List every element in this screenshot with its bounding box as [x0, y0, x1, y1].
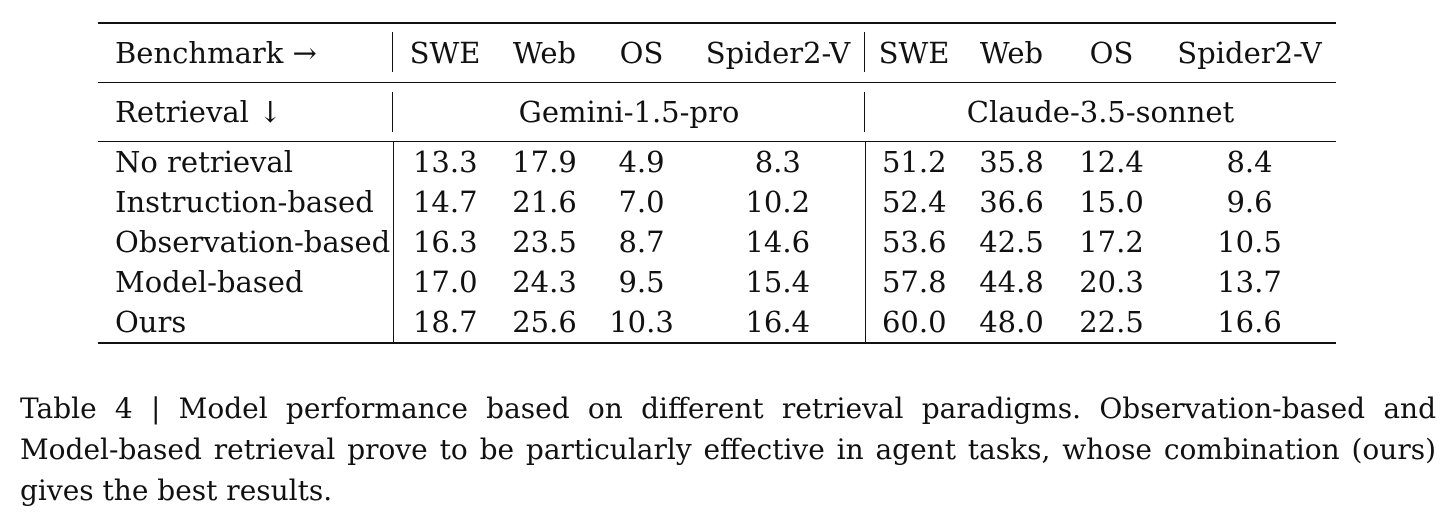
- table-cell: 14.7: [392, 182, 497, 222]
- table-cell: 17.0: [392, 262, 497, 302]
- table-cell: 51.2: [864, 141, 963, 182]
- table-row: Observation-based 16.3 23.5 8.7 14.6 53.…: [98, 222, 1336, 262]
- group-claude: Claude-3.5-sonnet: [865, 82, 1336, 142]
- column-header-claude-spider2v: Spider2-V: [1163, 22, 1336, 83]
- table-cell: 10.5: [1217, 224, 1282, 259]
- table-cell: 10.3: [592, 302, 691, 344]
- header-row: Benchmark → SWE Web OS Spider2-V SWE Web…: [98, 22, 1336, 83]
- table-cell: 17.2: [1079, 224, 1144, 259]
- row-label: No retrieval: [115, 144, 293, 179]
- table-cell: 57.8: [864, 262, 963, 302]
- header-separator-left: [392, 32, 393, 72]
- table-cell: 24.3: [512, 264, 577, 299]
- header-separator-mid: [864, 32, 865, 72]
- table-cell: 25.6: [497, 302, 592, 344]
- row-label: Observation-based: [115, 224, 391, 259]
- table-cell: 9.6: [1226, 184, 1273, 219]
- table-cell: 15.4: [745, 264, 811, 299]
- table-cell: 10.2: [745, 184, 811, 219]
- table-cell: 52.4: [864, 182, 963, 222]
- table-cell: 8.3: [754, 144, 801, 179]
- table-cell: 48.0: [963, 302, 1060, 344]
- table-cell: 36.6: [979, 184, 1044, 219]
- row-label: Model-based: [115, 264, 304, 299]
- table-row: Instruction-based 14.7 21.6 7.0 10.2 52.…: [98, 182, 1336, 222]
- table-cell: 18.7: [392, 302, 497, 344]
- row-label: Instruction-based: [115, 184, 374, 219]
- group-gemini: Gemini-1.5-pro: [393, 82, 865, 142]
- column-header-gemini-swe: SWE: [393, 22, 497, 83]
- table-cell: 17.9: [512, 144, 577, 179]
- table-cell: 16.3: [392, 222, 497, 262]
- table-cell: 21.6: [512, 184, 577, 219]
- column-header-gemini-web: Web: [497, 22, 592, 83]
- table-cell: 9.5: [618, 264, 665, 299]
- table-cell: 16.4: [691, 302, 865, 344]
- table-cell: 53.6: [864, 222, 963, 262]
- group-separator-mid: [864, 92, 865, 132]
- table-cell: 8.7: [618, 224, 665, 259]
- table-caption: Table 4 | Model performance based on dif…: [20, 392, 1436, 507]
- row-label: Ours: [98, 302, 393, 344]
- table-cell: 8.4: [1226, 144, 1273, 179]
- table-cell: 13.7: [1217, 264, 1282, 299]
- table-cell: 15.0: [1079, 184, 1144, 219]
- results-table: Benchmark → SWE Web OS Spider2-V SWE Web…: [98, 22, 1336, 344]
- table-cell: 4.9: [618, 144, 665, 179]
- table-cell: 35.8: [979, 144, 1044, 179]
- table-cell: 14.6: [745, 224, 811, 259]
- retrieval-label: Retrieval ↓: [98, 82, 393, 142]
- benchmark-label: Benchmark →: [98, 22, 393, 83]
- column-header-claude-web: Web: [963, 22, 1060, 83]
- table-cell: 60.0: [864, 302, 963, 344]
- table-row: Ours 18.7 25.6 10.3 16.4 60.0 48.0 22.5 …: [98, 302, 1336, 344]
- column-header-claude-os: OS: [1060, 22, 1163, 83]
- table-row: Model-based 17.0 24.3 9.5 15.4 57.8 44.8…: [98, 262, 1336, 302]
- table-cell: 16.6: [1163, 302, 1336, 344]
- table-cell: 42.5: [979, 224, 1044, 259]
- column-header-gemini-os: OS: [592, 22, 691, 83]
- table-cell: 7.0: [618, 184, 665, 219]
- table-cell: 23.5: [512, 224, 577, 259]
- table-row: No retrieval 13.3 17.9 4.9 8.3 51.2 35.8…: [98, 141, 1336, 182]
- table-cell: 20.3: [1079, 264, 1144, 299]
- column-header-gemini-spider2v: Spider2-V: [691, 22, 865, 83]
- column-header-claude-swe: SWE: [865, 22, 963, 83]
- table-cell: 12.4: [1079, 144, 1144, 179]
- table-cell: 44.8: [979, 264, 1044, 299]
- table-cell: 22.5: [1060, 302, 1163, 344]
- table-cell: 13.3: [392, 141, 497, 182]
- group-separator-left: [392, 92, 393, 132]
- model-group-row: Retrieval ↓ Gemini-1.5-pro Claude-3.5-so…: [98, 82, 1336, 142]
